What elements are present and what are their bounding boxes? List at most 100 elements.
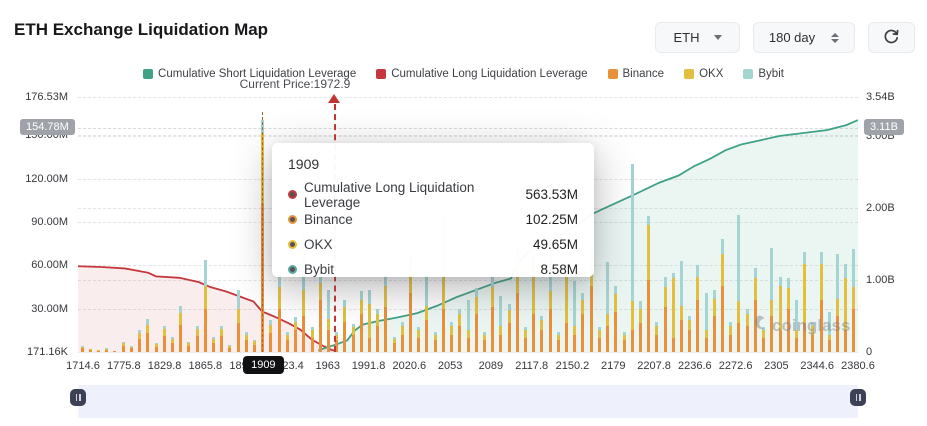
liquidation-bar[interactable] [474, 288, 478, 352]
period-select[interactable]: 180 day [753, 22, 855, 53]
liquidation-bar[interactable] [417, 327, 421, 352]
liquidation-bar[interactable] [556, 331, 560, 352]
liquidation-bar[interactable] [622, 331, 626, 352]
liquidation-bar[interactable] [581, 292, 585, 352]
liquidation-bar[interactable] [310, 327, 314, 352]
legend-item-okx[interactable]: OKX [684, 68, 723, 80]
liquidation-bar[interactable] [392, 336, 396, 352]
liquidation-bar[interactable] [655, 321, 659, 352]
liquidation-bar[interactable] [819, 252, 823, 352]
liquidation-bar[interactable] [129, 346, 133, 352]
liquidation-bar[interactable] [679, 261, 683, 352]
liquidation-bar[interactable] [367, 289, 371, 352]
liquidation-bar[interactable] [450, 321, 454, 352]
liquidation-bar[interactable] [688, 315, 692, 352]
liquidation-bar[interactable] [835, 253, 839, 352]
range-slider-right-handle[interactable] [850, 389, 866, 406]
liquidation-bar[interactable] [400, 321, 404, 352]
liquidation-bar[interactable] [146, 318, 150, 352]
liquidation-bar[interactable] [187, 341, 191, 352]
liquidation-bar[interactable] [154, 342, 158, 352]
liquidation-bar[interactable] [376, 308, 380, 352]
liquidation-bar[interactable] [803, 252, 807, 352]
x-highlight-badge[interactable]: 1909 [243, 356, 284, 374]
liquidation-bar[interactable] [384, 274, 388, 352]
liquidation-bar[interactable] [253, 339, 257, 352]
liquidation-bar[interactable] [220, 326, 224, 352]
liquidation-bar[interactable] [712, 289, 716, 352]
liquidation-bar[interactable] [466, 300, 470, 352]
liquidation-bar[interactable] [721, 239, 725, 352]
liquidation-bar[interactable] [138, 330, 142, 352]
liquidation-bar[interactable] [179, 305, 183, 352]
liquidation-bar[interactable] [244, 331, 248, 352]
liquidation-bar[interactable] [614, 285, 618, 352]
legend-item-long[interactable]: Cumulative Long Liquidation Leverage [376, 68, 588, 80]
liquidation-bar[interactable] [737, 214, 741, 352]
liquidation-bar[interactable] [105, 348, 109, 352]
liquidation-bar[interactable] [827, 311, 831, 352]
liquidation-bar[interactable] [335, 331, 339, 352]
liquidation-bar[interactable] [195, 326, 199, 352]
liquidation-bar[interactable] [277, 269, 281, 352]
liquidation-bar[interactable] [638, 301, 642, 352]
liquidation-bar[interactable] [696, 265, 700, 352]
liquidation-bar[interactable] [203, 259, 207, 352]
liquidation-bar[interactable] [294, 317, 298, 352]
liquidation-bar[interactable] [458, 308, 462, 352]
liquidation-bar[interactable] [794, 300, 798, 352]
liquidation-bar[interactable] [285, 331, 289, 352]
liquidation-bar[interactable] [326, 289, 330, 352]
liquidation-bar[interactable] [778, 276, 782, 352]
liquidation-bar[interactable] [540, 315, 544, 352]
liquidation-bar[interactable] [762, 327, 766, 352]
liquidation-bar[interactable] [318, 271, 322, 352]
legend-item-short[interactable]: Cumulative Short Liquidation Leverage [143, 68, 356, 80]
liquidation-bar[interactable] [523, 327, 527, 352]
liquidation-bar[interactable] [704, 292, 708, 352]
liquidation-bar[interactable] [228, 344, 232, 352]
liquidation-bar[interactable] [351, 323, 355, 352]
liquidation-bar[interactable] [671, 272, 675, 352]
liquidation-bar[interactable] [482, 331, 486, 352]
liquidation-bar[interactable] [597, 327, 601, 352]
liquidation-bar[interactable] [433, 331, 437, 352]
liquidation-bar[interactable] [507, 303, 511, 352]
legend-item-binance[interactable]: Binance [607, 68, 664, 80]
liquidation-bar[interactable] [121, 342, 125, 352]
liquidation-bar[interactable] [80, 346, 84, 352]
liquidation-bar[interactable] [663, 276, 667, 352]
liquidation-bar[interactable] [162, 326, 166, 352]
liquidation-bar[interactable] [113, 350, 117, 352]
liquidation-bar[interactable] [88, 349, 92, 352]
liquidation-bar[interactable] [425, 268, 429, 352]
liquidation-bar[interactable] [753, 268, 757, 352]
refresh-button[interactable] [868, 22, 915, 53]
liquidation-bar[interactable] [630, 164, 634, 352]
liquidation-bar[interactable] [745, 308, 749, 352]
liquidation-bar[interactable] [359, 291, 363, 352]
liquidation-bar[interactable] [573, 281, 577, 352]
liquidation-bar[interactable] [491, 276, 495, 352]
stepper-icon[interactable] [831, 32, 840, 43]
liquidation-bar[interactable] [236, 289, 240, 352]
coin-select[interactable]: ETH [655, 22, 740, 53]
okx-segment [129, 346, 133, 349]
liquidation-bar[interactable] [170, 336, 174, 352]
liquidation-bar[interactable] [770, 248, 774, 352]
range-slider-left-handle[interactable] [70, 389, 86, 406]
liquidation-bar[interactable] [343, 300, 347, 352]
liquidation-bar[interactable] [211, 336, 215, 352]
liquidation-bar[interactable] [97, 350, 101, 352]
liquidation-bar[interactable] [606, 262, 610, 352]
liquidation-bar[interactable] [852, 249, 856, 352]
liquidation-bar[interactable] [499, 295, 503, 352]
liquidation-bar[interactable] [844, 263, 848, 352]
liquidation-bar[interactable] [811, 321, 815, 352]
liquidation-bar[interactable] [269, 320, 273, 352]
legend-item-bybit[interactable]: Bybit [743, 68, 784, 80]
liquidation-bar[interactable] [786, 278, 790, 352]
range-slider-track[interactable] [78, 385, 858, 418]
liquidation-bar[interactable] [729, 321, 733, 352]
liquidation-bar[interactable] [647, 216, 651, 352]
